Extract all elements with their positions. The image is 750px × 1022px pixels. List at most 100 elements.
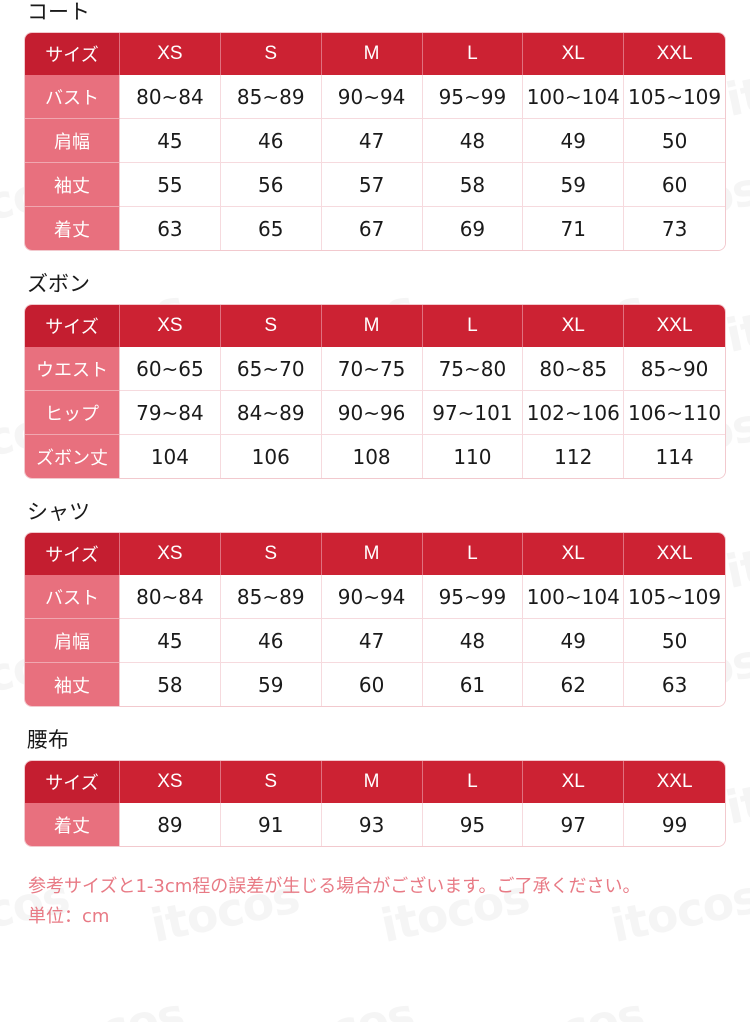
measurement-cell: 99 xyxy=(624,803,725,846)
measurement-cell: 112 xyxy=(523,435,625,478)
header-cell-size: サイズ xyxy=(25,33,121,75)
measurement-cell: 65 xyxy=(220,207,322,250)
measurement-cell: 47 xyxy=(321,619,423,663)
header-cell-size-option: M xyxy=(321,33,423,75)
size-table-section: シャツ サイズ XS S M L XL XXL バスト 80~84 85~89 90~94 95~99 1… xyxy=(25,500,725,706)
measurement-cell: 110 xyxy=(422,435,524,478)
header-cell-size-option: XS xyxy=(120,305,221,347)
measurement-cell: 102~106 xyxy=(523,391,625,435)
table-row: 袖丈 55 56 57 58 59 60 xyxy=(25,163,725,207)
table-row: 肩幅 45 46 47 48 49 50 xyxy=(25,619,725,663)
measurement-cell: 106~110 xyxy=(624,391,725,435)
table-row: 着丈 63 65 67 69 71 73 xyxy=(25,207,725,250)
table-row: ウエスト 60~65 65~70 70~75 75~80 80~85 85~90 xyxy=(25,347,725,391)
measurement-cell: 73 xyxy=(624,207,725,250)
measurement-cell: 57 xyxy=(321,163,423,207)
measurement-cell: 58 xyxy=(422,163,524,207)
measurement-cell: 95~99 xyxy=(422,575,524,619)
measurement-cell: 62 xyxy=(523,663,625,706)
measurement-cell: 60 xyxy=(321,663,423,706)
size-chart-content: コート サイズ XS S M L XL XXL バスト 80~84 85~89 90~94 95~99 1… xyxy=(25,0,725,932)
header-cell-size-option: S xyxy=(220,761,322,803)
table-row: ズボン丈 104 106 108 110 112 114 xyxy=(25,435,725,478)
watermark-text: itocos xyxy=(261,987,419,1022)
section-title: 腰布 xyxy=(27,728,69,752)
measurement-cell: 60~65 xyxy=(120,347,221,391)
row-label-cell: バスト xyxy=(25,75,121,119)
table-row: 着丈 89 91 93 95 97 99 xyxy=(25,803,725,846)
measurement-cell: 71 xyxy=(523,207,625,250)
measurement-cell: 50 xyxy=(624,619,725,663)
row-label-cell: 袖丈 xyxy=(25,663,121,706)
header-cell-size-option: XXL xyxy=(624,533,725,575)
watermark-text: itocos xyxy=(491,987,649,1022)
table-row: 袖丈 58 59 60 61 62 63 xyxy=(25,663,725,706)
section-title: コート xyxy=(27,0,90,24)
footer-notes: 参考サイズと1-3cm程の誤差が生じる場合がございます。ご了承ください。 単位：… xyxy=(28,872,725,932)
row-label-cell: 着丈 xyxy=(25,803,121,846)
section-spacer xyxy=(25,250,725,272)
header-cell-size-option: S xyxy=(220,533,322,575)
measurement-cell: 45 xyxy=(120,619,221,663)
measurement-cell: 59 xyxy=(220,663,322,706)
measurement-cell: 67 xyxy=(321,207,423,250)
header-cell-size-option: S xyxy=(220,305,322,347)
measurement-cell: 59 xyxy=(523,163,625,207)
table-header-row: サイズ XS S M L XL XXL xyxy=(25,533,725,575)
measurement-cell: 100~104 xyxy=(523,75,625,119)
measurement-cell: 84~89 xyxy=(220,391,322,435)
header-cell-size: サイズ xyxy=(25,761,121,803)
size-table-section: コートサイズ XS S M L XL XXL バスト 80~84 85~89 90~94 95~99 1… xyxy=(25,0,725,250)
size-table: サイズ XS S M L XL XXL 着丈 89 91 93 95 97 99 xyxy=(25,761,725,846)
measurement-cell: 97~101 xyxy=(422,391,524,435)
measurement-cell: 108 xyxy=(321,435,423,478)
measurement-cell: 95~99 xyxy=(422,75,524,119)
measurement-cell: 45 xyxy=(120,119,221,163)
row-label-cell: ウエスト xyxy=(25,347,121,391)
measurement-cell: 69 xyxy=(422,207,524,250)
measurement-cell: 91 xyxy=(220,803,322,846)
header-cell-size: サイズ xyxy=(25,305,121,347)
size-table: サイズ XS S M L XL XXL バスト 80~84 85~89 90~94 95~99 100~… xyxy=(25,33,725,250)
header-cell-size-option: XS xyxy=(120,533,221,575)
measurement-cell: 85~89 xyxy=(220,75,322,119)
row-label-cell: ズボン丈 xyxy=(25,435,121,478)
measurement-cell: 89 xyxy=(120,803,221,846)
measurement-cell: 114 xyxy=(624,435,725,478)
header-cell-size-option: M xyxy=(321,305,423,347)
measurement-cell: 90~94 xyxy=(321,575,423,619)
header-cell-size-option: XL xyxy=(523,533,625,575)
measurement-cell: 47 xyxy=(321,119,423,163)
size-table-section: 腰布 サイズ XS S M L XL XXL 着丈 89 91 93 95 97 99 xyxy=(25,728,725,846)
measurement-cell: 80~85 xyxy=(523,347,625,391)
size-table: サイズ XS S M L XL XXL バスト 80~84 85~89 90~94 95~99 100~… xyxy=(25,533,725,706)
watermark-text: itocos xyxy=(721,987,750,1022)
header-cell-size-option: XS xyxy=(120,761,221,803)
header-cell-size-option: L xyxy=(422,761,524,803)
table-row: ヒップ 79~84 84~89 90~96 97~101 102~106 106~110 xyxy=(25,391,725,435)
row-label-cell: バスト xyxy=(25,575,121,619)
measurement-cell: 104 xyxy=(120,435,221,478)
header-cell-size-option: XXL xyxy=(624,305,725,347)
header-cell-size-option: XL xyxy=(523,305,625,347)
measurement-cell: 90~96 xyxy=(321,391,423,435)
section-spacer xyxy=(25,478,725,500)
row-label-cell: 肩幅 xyxy=(25,119,121,163)
header-cell-size-option: L xyxy=(422,533,524,575)
measurement-cell: 70~75 xyxy=(321,347,423,391)
measurement-cell: 48 xyxy=(422,619,524,663)
measurement-cell: 80~84 xyxy=(120,75,221,119)
footer-disclaimer: 参考サイズと1-3cm程の誤差が生じる場合がございます。ご了承ください。 xyxy=(28,876,641,897)
measurement-cell: 105~109 xyxy=(624,575,725,619)
header-cell-size-option: XL xyxy=(523,761,625,803)
measurement-cell: 85~89 xyxy=(220,575,322,619)
measurement-cell: 60 xyxy=(624,163,725,207)
measurement-cell: 55 xyxy=(120,163,221,207)
measurement-cell: 46 xyxy=(220,619,322,663)
section-title: ズボン xyxy=(27,272,90,296)
measurement-cell: 46 xyxy=(220,119,322,163)
section-title: シャツ xyxy=(27,500,90,524)
measurement-cell: 49 xyxy=(523,119,625,163)
table-header-row: サイズ XS S M L XL XXL xyxy=(25,33,725,75)
